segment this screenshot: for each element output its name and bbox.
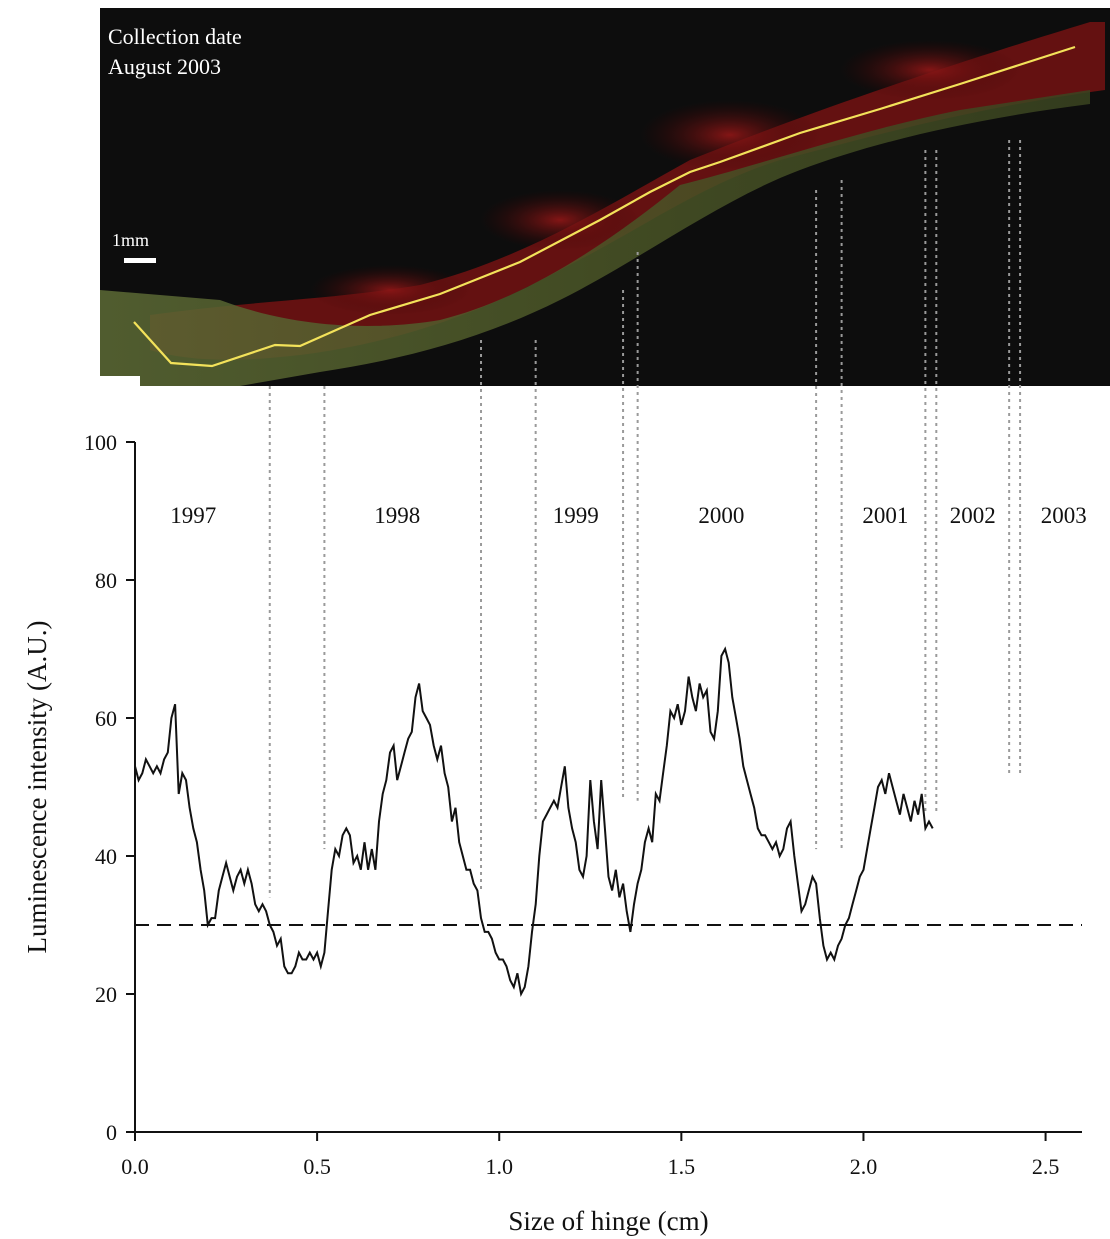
collection-date-value: August 2003 [108, 54, 221, 79]
mosaic-edge-mask [100, 376, 140, 386]
x-tick-label: 2.5 [1032, 1154, 1060, 1179]
x-tick-label: 0.5 [303, 1154, 331, 1179]
year-label: 2002 [950, 503, 996, 528]
red-tissue-band [150, 22, 1105, 360]
year-label: 2001 [862, 503, 908, 528]
year-labels: 1997 1998 1999 2000 2001 2002 2003 [170, 503, 1087, 528]
x-tick-label: 0.0 [121, 1154, 149, 1179]
y-tick-label: 0 [106, 1120, 117, 1145]
x-tick-label: 2.0 [850, 1154, 878, 1179]
year-label: 2000 [698, 503, 744, 528]
y-tick-label: 80 [95, 568, 117, 593]
year-label: 2003 [1041, 503, 1087, 528]
year-boundaries [268, 140, 1022, 898]
y-tick-label: 20 [95, 982, 117, 1007]
red-glow-2 [480, 190, 640, 250]
y-tick-label: 40 [95, 844, 117, 869]
red-glow-3 [310, 265, 470, 315]
year-label: 1998 [374, 503, 420, 528]
luminescence-series-line [134, 646, 934, 998]
year-label: 1999 [553, 503, 599, 528]
chart-axes: 0 20 40 60 80 100 0.0 0.5 1.0 1.5 2.0 2.5 [84, 430, 1082, 1179]
x-axis-label: Size of hinge (cm) [508, 1206, 708, 1236]
hinge-photo: Collection date August 2003 1mm [100, 8, 1110, 386]
growth-trace-line [133, 45, 1076, 368]
y-axis-label: Luminescence intensity (A.U.) [22, 621, 52, 954]
y-tick-label: 100 [84, 430, 117, 455]
red-glow-1 [640, 100, 820, 170]
red-glow-4 [840, 40, 1020, 100]
green-shell-layer [100, 90, 1090, 386]
year-label: 1997 [170, 503, 216, 528]
y-tick-label: 60 [95, 706, 117, 731]
scale-bar [124, 258, 156, 263]
scale-bar-label: 1mm [112, 230, 149, 250]
x-tick-label: 1.0 [485, 1154, 513, 1179]
collection-date-caption: Collection date [108, 24, 242, 49]
x-tick-label: 1.5 [668, 1154, 696, 1179]
